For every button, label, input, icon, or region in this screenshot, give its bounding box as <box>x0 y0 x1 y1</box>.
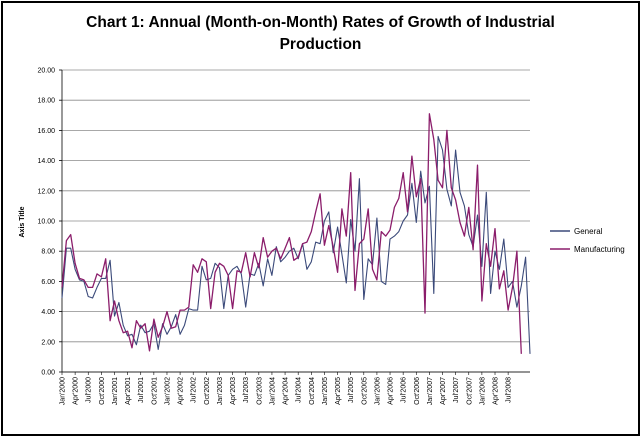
x-tick-label: Jul'2004 <box>296 377 303 403</box>
x-tick-label: Jul'2005 <box>348 377 355 403</box>
x-tick-label: Oct'2002 <box>204 377 211 405</box>
x-tick-label: Oct'2007 <box>466 377 473 405</box>
y-axis-title: Axis Title <box>19 206 26 237</box>
legend: General Manufacturing <box>550 227 625 254</box>
axes: 0.00 2.00 4.00 6.00 8.00 10.00 12.00 14.00 16.00… <box>37 68 530 405</box>
x-tick-label: Jan'2004 <box>269 377 276 405</box>
y-tick-label: 16.00 <box>37 128 55 135</box>
series-line-general <box>61 135 531 354</box>
y-tick-label: 10.00 <box>37 219 55 226</box>
x-tick-label: Oct'2001 <box>151 377 158 405</box>
y-tick-label: 6.00 <box>41 279 55 286</box>
x-tick-label: Jan'2006 <box>374 377 381 405</box>
x-tick-label: Apr'2007 <box>440 377 447 405</box>
series-lines <box>61 113 531 354</box>
x-tick-label: Apr'2004 <box>283 377 290 405</box>
x-tick-label: Jul'2002 <box>191 377 198 403</box>
x-tick-label: Apr'2006 <box>388 377 395 405</box>
x-tick-label: Jul'2008 <box>506 377 513 403</box>
x-tick-label: Oct'2006 <box>414 377 421 405</box>
chart-title: Chart 1: Annual (Month-on-Month) Rates o… <box>0 12 641 56</box>
x-tick-label: Apr'2000 <box>73 377 80 405</box>
gridlines <box>62 69 530 373</box>
x-tick-label: Jan'2007 <box>427 377 434 405</box>
x-tick-label: Apr'2005 <box>335 377 342 405</box>
x-tick-label: Jul'2001 <box>138 377 145 403</box>
x-tick-label: Oct'2005 <box>361 377 368 405</box>
legend-label-general: General <box>574 227 603 236</box>
x-tick-label: Apr'2001 <box>125 377 132 405</box>
x-tick-label: Oct'2000 <box>99 377 106 405</box>
y-tick-label: 12.00 <box>37 188 55 195</box>
legend-label-manufacturing: Manufacturing <box>574 245 625 254</box>
series-line-manufacturing <box>61 113 522 354</box>
x-tick-label: Jan'2000 <box>60 377 67 405</box>
x-tick-label: Jan'2005 <box>322 377 329 405</box>
x-tick-label: Jan'2008 <box>479 377 486 405</box>
x-tick-label: Jul'2007 <box>453 377 460 403</box>
chart-title-line-1: Chart 1: Annual (Month-on-Month) Rates o… <box>86 14 555 31</box>
y-tick-label: 0.00 <box>41 370 55 377</box>
x-tick-label: Jul'2003 <box>243 377 250 403</box>
x-tick-label: Apr'2003 <box>230 377 237 405</box>
x-tick-label: Jul'2006 <box>401 377 408 403</box>
y-tick-label: 8.00 <box>41 249 55 256</box>
chart-title-line-2: Production <box>279 36 362 53</box>
y-tick-label: 18.00 <box>37 98 55 105</box>
x-tick-label: Jan'2003 <box>217 377 224 405</box>
x-tick-label: Jan'2002 <box>165 377 172 405</box>
y-tick-label: 2.00 <box>41 339 55 346</box>
x-tick-label: Jul'2000 <box>86 377 93 403</box>
y-tick-label: 14.00 <box>37 158 55 165</box>
y-tick-label: 20.00 <box>37 68 55 75</box>
y-tick-label: 4.00 <box>41 309 55 316</box>
x-tick-label: Apr'2008 <box>493 377 500 405</box>
x-tick-label: Jan'2001 <box>112 377 119 405</box>
x-tick-label: Oct'2003 <box>256 377 263 405</box>
x-tick-label: Apr'2002 <box>178 377 185 405</box>
x-tick-label: Oct'2004 <box>309 377 316 405</box>
